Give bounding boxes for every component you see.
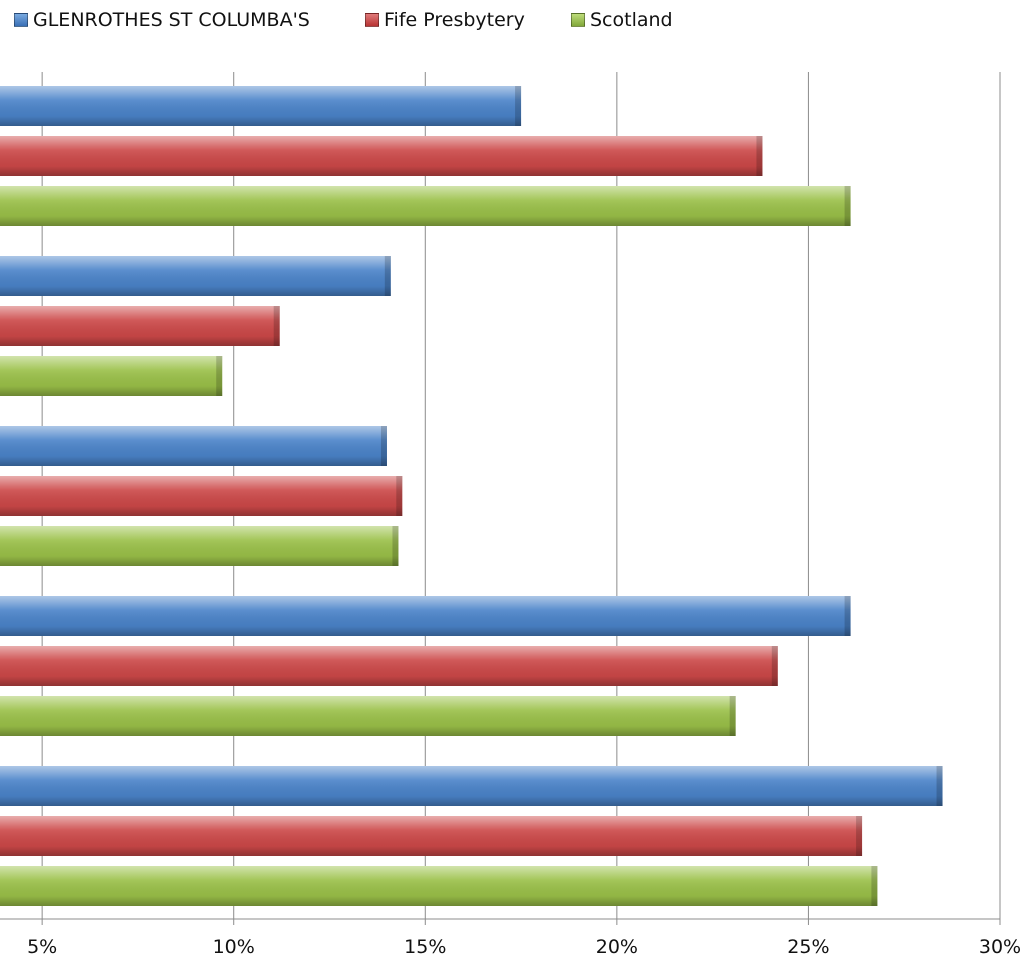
bar-shade: [0, 306, 280, 346]
bar-shade: [0, 356, 223, 396]
legend-swatch-glenrothes: [14, 13, 28, 27]
x-tick-label-20pct: 20%: [596, 936, 638, 958]
bar-shade: [0, 526, 399, 566]
chart-legend: GLENROTHES ST COLUMBA'S Fife Presbytery …: [0, 0, 1026, 44]
bar-shade: [0, 426, 387, 466]
legend-label-scotland: Scotland: [590, 9, 673, 31]
bar-end-cap: [844, 186, 851, 226]
bar-group4-series2: [0, 646, 778, 686]
bar-group1-series2: [0, 136, 763, 176]
x-tick-label-30pct: 30%: [979, 936, 1021, 958]
bar-end-cap: [392, 526, 399, 566]
bar-end-cap: [856, 816, 863, 856]
x-axis: 5% 10% 15% 20% 25% 30%: [0, 918, 1021, 958]
bar-shade: [0, 136, 763, 176]
x-tick-label-10pct: 10%: [213, 936, 255, 958]
bar-end-cap: [844, 596, 851, 636]
bar-shade: [0, 186, 851, 226]
x-tick-label-5pct: 5%: [27, 936, 57, 958]
bar-end-cap: [396, 476, 403, 516]
bar-shade: [0, 766, 943, 806]
bar-group1-series3: [0, 186, 851, 226]
legend-swatch-scotland: [571, 13, 585, 27]
bar-group3-series3: [0, 526, 399, 566]
x-tick-label-15pct: 15%: [404, 936, 446, 958]
bar-end-cap: [936, 766, 943, 806]
bar-end-cap: [729, 696, 736, 736]
legend-label-fife-presbytery: Fife Presbytery: [384, 9, 525, 31]
legend-item-fife-presbytery: Fife Presbytery: [365, 9, 525, 31]
bar-group5-series3: [0, 866, 878, 906]
bar-group2-series2: [0, 306, 280, 346]
bar-shade: [0, 646, 778, 686]
bar-end-cap: [871, 866, 878, 906]
bar-shade: [0, 476, 403, 516]
bar-group4-series1: [0, 596, 851, 636]
bars: [0, 86, 943, 906]
bar-group5-series2: [0, 816, 863, 856]
bar-end-cap: [756, 136, 763, 176]
bar-group3-series1: [0, 426, 387, 466]
bar-group1-series1: [0, 86, 522, 126]
bar-end-cap: [384, 256, 391, 296]
bar-end-cap: [515, 86, 522, 126]
bar-group5-series1: [0, 766, 943, 806]
legend-item-scotland: Scotland: [571, 9, 673, 31]
legend-swatch-fife-presbytery: [365, 13, 379, 27]
x-tick-label-25pct: 25%: [787, 936, 829, 958]
bar-shade: [0, 256, 391, 296]
bar-end-cap: [216, 356, 223, 396]
bar-shade: [0, 596, 851, 636]
bar-shade: [0, 866, 878, 906]
bar-end-cap: [771, 646, 778, 686]
bar-group2-series3: [0, 356, 223, 396]
bar-shade: [0, 86, 522, 126]
bar-group3-series2: [0, 476, 403, 516]
bar-shade: [0, 696, 736, 736]
bar-group2-series1: [0, 256, 391, 296]
bar-group4-series3: [0, 696, 736, 736]
bar-shade: [0, 816, 863, 856]
legend-item-glenrothes: GLENROTHES ST COLUMBA'S: [14, 9, 310, 31]
bar-end-cap: [380, 426, 387, 466]
bar-end-cap: [273, 306, 280, 346]
legend-label-glenrothes: GLENROTHES ST COLUMBA'S: [33, 9, 310, 31]
